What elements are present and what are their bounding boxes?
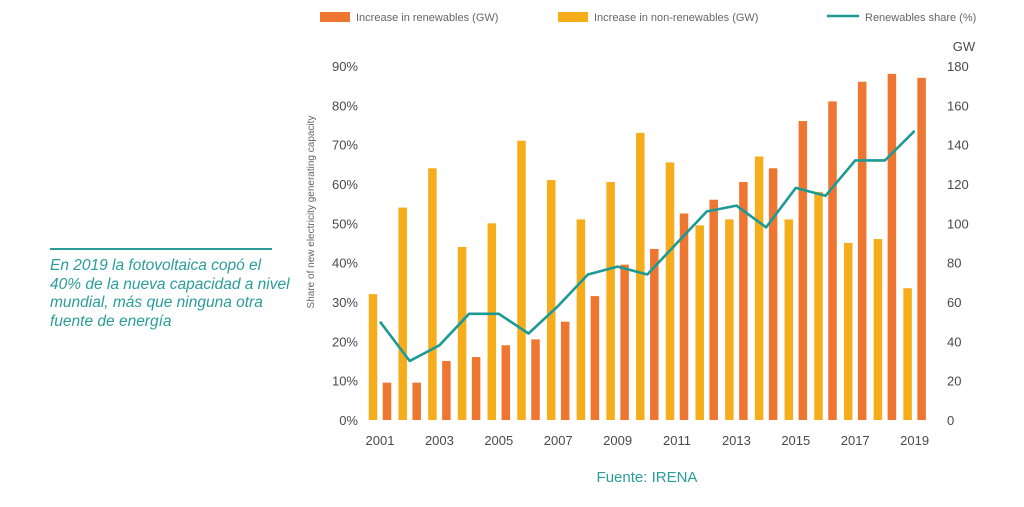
non-renewables-bar — [873, 239, 883, 420]
quote-divider — [50, 248, 272, 250]
x-tick-label: 2019 — [900, 433, 929, 448]
legend-swatch — [558, 12, 588, 22]
renewables-bar — [887, 73, 897, 420]
x-tick-label: 2009 — [603, 433, 632, 448]
right-tick-label: 100 — [947, 216, 969, 231]
renewables-bar — [382, 382, 392, 420]
source-note: Fuente: IRENA — [597, 469, 698, 486]
non-renewables-bar — [398, 207, 407, 420]
non-renewables-bar — [636, 132, 645, 420]
non-renewables-bar — [487, 223, 497, 420]
right-tick-label: 0 — [947, 413, 954, 428]
x-axis: 2001 2003 2005 2007 2009 2011 2013 2015 2017 2019 — [366, 433, 930, 448]
non-renewables-bar — [725, 219, 734, 420]
x-tick-label: 2013 — [722, 433, 751, 448]
renewables-bar — [560, 321, 570, 420]
share-line-group — [378, 129, 916, 363]
renewables-bar — [709, 199, 718, 420]
renewables-bar — [620, 264, 629, 420]
renewables-bar — [501, 345, 511, 420]
right-tick-label: 20 — [947, 374, 961, 389]
non-renewables-bar — [695, 225, 704, 420]
y2-axis-title: GW — [953, 39, 976, 54]
bars — [368, 73, 926, 421]
renewables-bar — [917, 77, 926, 421]
x-tick-label: 2011 — [663, 433, 691, 448]
renewables-bar — [768, 168, 778, 420]
x-tick-label: 2001 — [366, 433, 395, 448]
non-renewables-bar — [814, 191, 823, 420]
legend-label: Increase in renewables (GW) — [356, 12, 498, 24]
renewables-bar — [798, 121, 808, 421]
x-tick-label: 2015 — [781, 433, 810, 448]
renewables-bar — [679, 213, 689, 420]
renewables-bar — [531, 339, 540, 420]
renewables-bar — [739, 182, 748, 420]
non-renewables-bar — [754, 156, 764, 420]
quote-text: En 2019 la fotovoltaica copó el 40% de l… — [50, 257, 290, 330]
non-renewables-bar — [903, 288, 912, 420]
right-axis: 0 20 40 60 80 100 120 140 160 180 — [947, 59, 969, 428]
left-tick-label: 60% — [332, 177, 358, 192]
non-renewables-bar — [517, 140, 526, 420]
non-renewables-bar — [576, 219, 586, 420]
renewables-bar — [828, 101, 837, 421]
right-tick-label: 60 — [947, 295, 961, 310]
left-tick-label: 30% — [332, 295, 358, 310]
left-tick-label: 20% — [332, 334, 358, 349]
left-tick-label: 80% — [332, 98, 358, 113]
left-tick-label: 50% — [332, 216, 358, 231]
non-renewables-bar — [546, 180, 556, 420]
left-tick-label: 70% — [332, 138, 358, 153]
y-axis-title: Share of new electricity generating capa… — [306, 116, 317, 309]
x-tick-label: 2017 — [841, 433, 870, 448]
renewables-bar — [650, 248, 659, 420]
renewables-bar — [471, 357, 481, 420]
non-renewables-bar — [368, 294, 378, 420]
right-tick-label: 160 — [947, 98, 969, 113]
non-renewables-bar — [843, 243, 853, 420]
renewables-bar — [590, 296, 600, 420]
legend-swatch — [320, 12, 350, 22]
right-tick-label: 140 — [947, 138, 969, 153]
left-tick-label: 90% — [332, 59, 358, 74]
renewables-share-line — [378, 129, 916, 363]
non-renewables-bar — [457, 246, 467, 420]
renewables-bar — [857, 81, 867, 420]
non-renewables-bar — [784, 219, 794, 420]
chart-legend: Increase in renewables (GW) Increase in n… — [320, 12, 976, 24]
renewables-bar — [412, 382, 421, 420]
non-renewables-bar — [428, 168, 437, 420]
right-tick-label: 40 — [947, 334, 961, 349]
left-tick-label: 10% — [332, 374, 358, 389]
left-axis: 0% 10% 20% 30% 40% 50% 60% 70% 80% 90% — [332, 59, 358, 428]
right-tick-label: 80 — [947, 256, 961, 271]
right-tick-label: 180 — [947, 59, 969, 74]
x-tick-label: 2003 — [425, 433, 454, 448]
non-renewables-bar — [665, 162, 675, 420]
renewables-bar — [442, 361, 451, 420]
right-tick-label: 120 — [947, 177, 969, 192]
x-tick-label: 2007 — [544, 433, 573, 448]
left-tick-label: 40% — [332, 256, 358, 271]
legend-label: Renewables share (%) — [865, 12, 976, 24]
legend-label: Increase in non-renewables (GW) — [594, 12, 758, 24]
left-tick-label: 0% — [339, 413, 358, 428]
x-tick-label: 2005 — [484, 433, 513, 448]
non-renewables-bar — [606, 182, 615, 420]
